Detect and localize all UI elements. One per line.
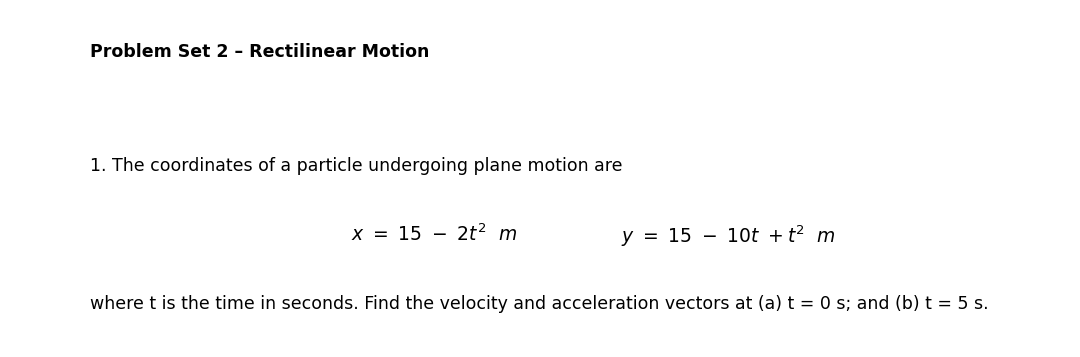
Text: $x\ =\ 15\ -\ 2t^2\ \ m$: $x\ =\ 15\ -\ 2t^2\ \ m$ (351, 223, 517, 245)
Text: where t is the time in seconds. Find the velocity and acceleration vectors at (a: where t is the time in seconds. Find the… (90, 295, 988, 312)
Text: Problem Set 2 – Rectilinear Motion: Problem Set 2 – Rectilinear Motion (90, 43, 429, 61)
Text: $y\ =\ 15\ -\ 10t\ +t^2\ \ m$: $y\ =\ 15\ -\ 10t\ +t^2\ \ m$ (621, 223, 836, 248)
Text: 1. The coordinates of a particle undergoing plane motion are: 1. The coordinates of a particle undergo… (90, 157, 622, 175)
